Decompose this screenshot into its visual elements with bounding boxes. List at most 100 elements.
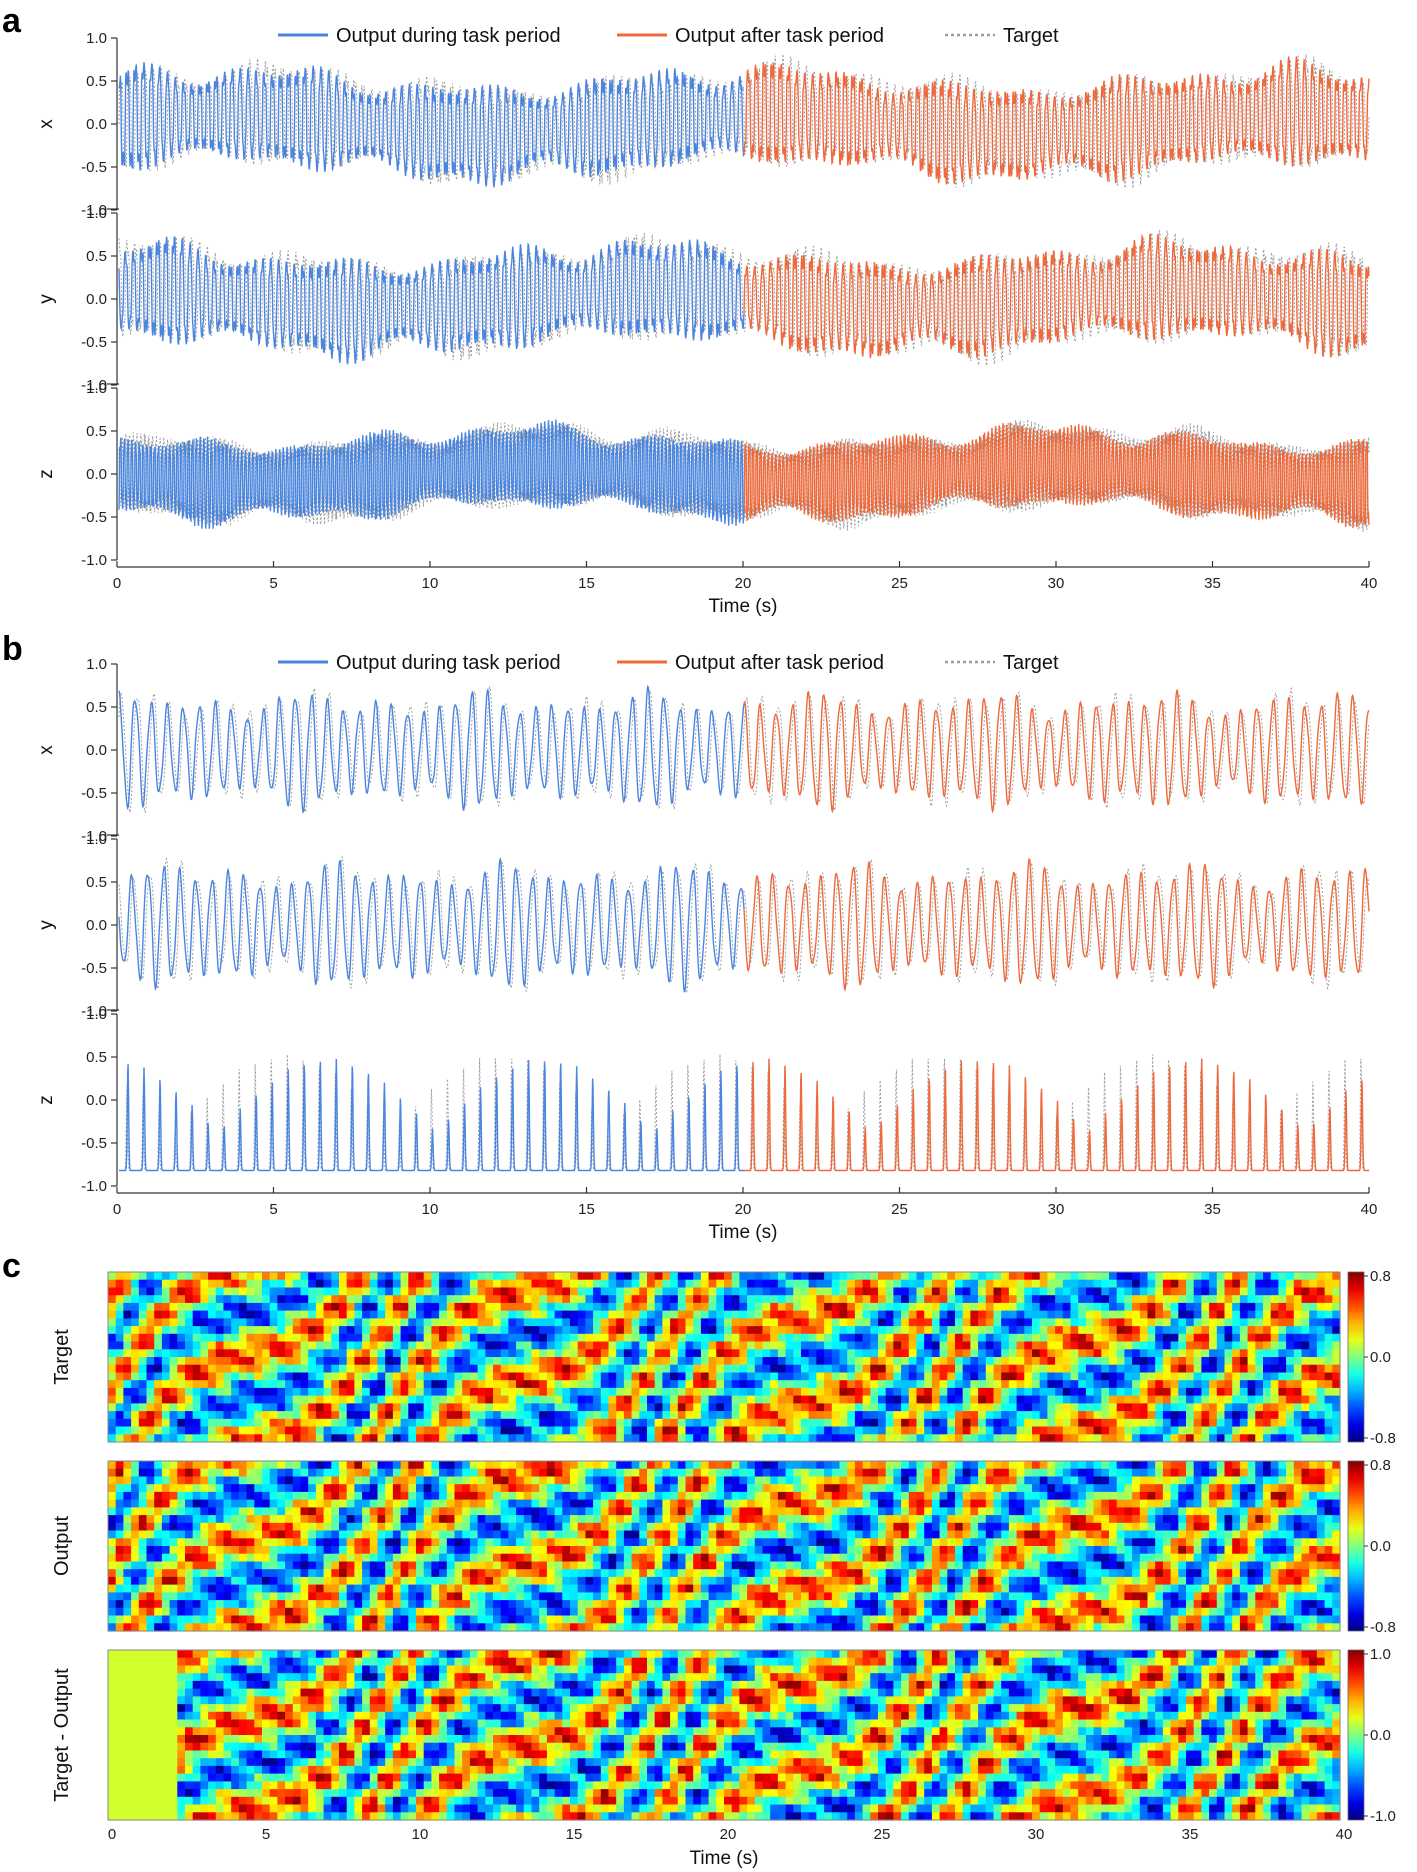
- heatmap-cell: [161, 1426, 171, 1435]
- heatmap-cell: [185, 1546, 194, 1555]
- heatmap-cell: [616, 1272, 625, 1281]
- heatmap-cell: [824, 1403, 833, 1412]
- heatmap-cell: [600, 1333, 610, 1343]
- heatmap-cell: [1209, 1341, 1218, 1350]
- heatmap-cell: [901, 1380, 910, 1389]
- heatmap-cell: [554, 1380, 563, 1389]
- heatmap-cell: [331, 1522, 340, 1532]
- heatmap-cell: [454, 1553, 463, 1562]
- heatmap-cell: [208, 1357, 217, 1366]
- heatmap-cell: [223, 1349, 232, 1358]
- heatmap-cell: [539, 1349, 548, 1358]
- heatmap-cell: [508, 1349, 517, 1358]
- heatmap-cell: [223, 1395, 232, 1404]
- heatmap-cell: [793, 1349, 802, 1358]
- heatmap-cell: [285, 1546, 294, 1555]
- heatmap-cell: [1170, 1287, 1179, 1296]
- heatmap-cell: [1139, 1403, 1149, 1412]
- heatmap-cell: [439, 1380, 448, 1389]
- heatmap-cell: [400, 1553, 409, 1562]
- heatmap-cell: [446, 1310, 456, 1319]
- heatmap-cell: [123, 1530, 132, 1539]
- heatmap-cell: [1078, 1372, 1087, 1381]
- heatmap-cell: [670, 1357, 679, 1366]
- heatmap-cell: [878, 1318, 887, 1327]
- heatmap-cell: [901, 1387, 910, 1397]
- heatmap-cell: [469, 1600, 479, 1609]
- heatmap-cell: [623, 1302, 633, 1312]
- heatmap-cell: [354, 1302, 363, 1312]
- heatmap-cell: [339, 1491, 348, 1501]
- heatmap-cell: [262, 1615, 271, 1624]
- heatmap-cell: [177, 1272, 186, 1281]
- heatmap-cell: [1232, 1434, 1241, 1443]
- heatmap-cell: [146, 1553, 155, 1562]
- heatmap-cell: [346, 1476, 355, 1485]
- heatmap-cell: [523, 1546, 533, 1555]
- heatmap-cell: [724, 1326, 733, 1335]
- heatmap-cell: [1116, 1349, 1125, 1358]
- heatmap-cell: [346, 1484, 355, 1493]
- heatmap-cell: [123, 1318, 132, 1327]
- heatmap-cell: [169, 1364, 178, 1373]
- heatmap-cell: [254, 1349, 263, 1358]
- heatmap-cell: [354, 1507, 363, 1516]
- heatmap-cell: [446, 1411, 456, 1420]
- heatmap-cell: [1070, 1295, 1079, 1304]
- heatmap-cell: [585, 1411, 594, 1420]
- heatmap-cell: [223, 1380, 232, 1389]
- heatmap-cell: [1216, 1318, 1226, 1327]
- heatmap-cell: [516, 1418, 525, 1428]
- heatmap-cell: [493, 1302, 502, 1312]
- heatmap-cell: [955, 1287, 964, 1296]
- heatmap-cell: [924, 1333, 933, 1343]
- heatmap-cell: [323, 1380, 332, 1389]
- heatmap-cell: [1316, 1349, 1326, 1358]
- heatmap-cell: [238, 1326, 248, 1335]
- heatmap-cell: [254, 1553, 263, 1562]
- heatmap-cell: [308, 1468, 317, 1477]
- heatmap-cell: [416, 1499, 425, 1508]
- heatmap-cell: [1170, 1426, 1179, 1435]
- heatmap-cell: [554, 1403, 563, 1412]
- heatmap-cell: [1078, 1295, 1087, 1304]
- heatmap-cell: [1078, 1418, 1087, 1428]
- heatmap-cell: [408, 1434, 417, 1443]
- heatmap-cell: [993, 1364, 1002, 1373]
- heatmap-cell: [623, 1272, 633, 1281]
- heatmap-cell: [985, 1272, 995, 1281]
- heatmap-cell: [1286, 1341, 1295, 1350]
- heatmap-cell: [554, 1364, 563, 1373]
- heatmap-cell: [1232, 1403, 1241, 1412]
- heatmap-cell: [161, 1310, 171, 1319]
- heatmap-cell: [1286, 1272, 1295, 1281]
- heatmap-cell: [108, 1295, 117, 1304]
- heatmap-cell: [161, 1561, 171, 1570]
- heatmap-cell: [862, 1387, 871, 1397]
- heatmap-cell: [354, 1426, 363, 1435]
- heatmap-cell: [385, 1530, 394, 1539]
- heatmap-cell: [539, 1426, 548, 1435]
- heatmap-cell: [1116, 1326, 1125, 1335]
- heatmap-cell: [854, 1426, 864, 1435]
- heatmap-cell: [593, 1333, 602, 1343]
- heatmap-cell: [377, 1426, 386, 1435]
- heatmap-cell: [585, 1349, 594, 1358]
- heatmap-cell: [108, 1380, 117, 1389]
- heatmap-cell: [323, 1357, 332, 1366]
- heatmap-cell: [1024, 1426, 1033, 1435]
- heatmap-cell: [893, 1411, 902, 1420]
- heatmap-cell: [1332, 1357, 1341, 1366]
- heatmap-cell: [131, 1333, 140, 1343]
- heatmap-cell: [300, 1515, 309, 1524]
- heatmap-cell: [246, 1326, 255, 1335]
- heatmap-cell: [254, 1499, 263, 1508]
- heatmap-cell: [277, 1468, 286, 1477]
- heatmap-cell: [493, 1403, 502, 1412]
- heatmap-cell: [739, 1326, 748, 1335]
- heatmap-cell: [1324, 1403, 1333, 1412]
- heatmap-cell: [1263, 1272, 1272, 1281]
- heatmap-cell: [1216, 1364, 1226, 1373]
- heatmap-cell: [185, 1538, 194, 1547]
- heatmap-cell: [285, 1584, 294, 1593]
